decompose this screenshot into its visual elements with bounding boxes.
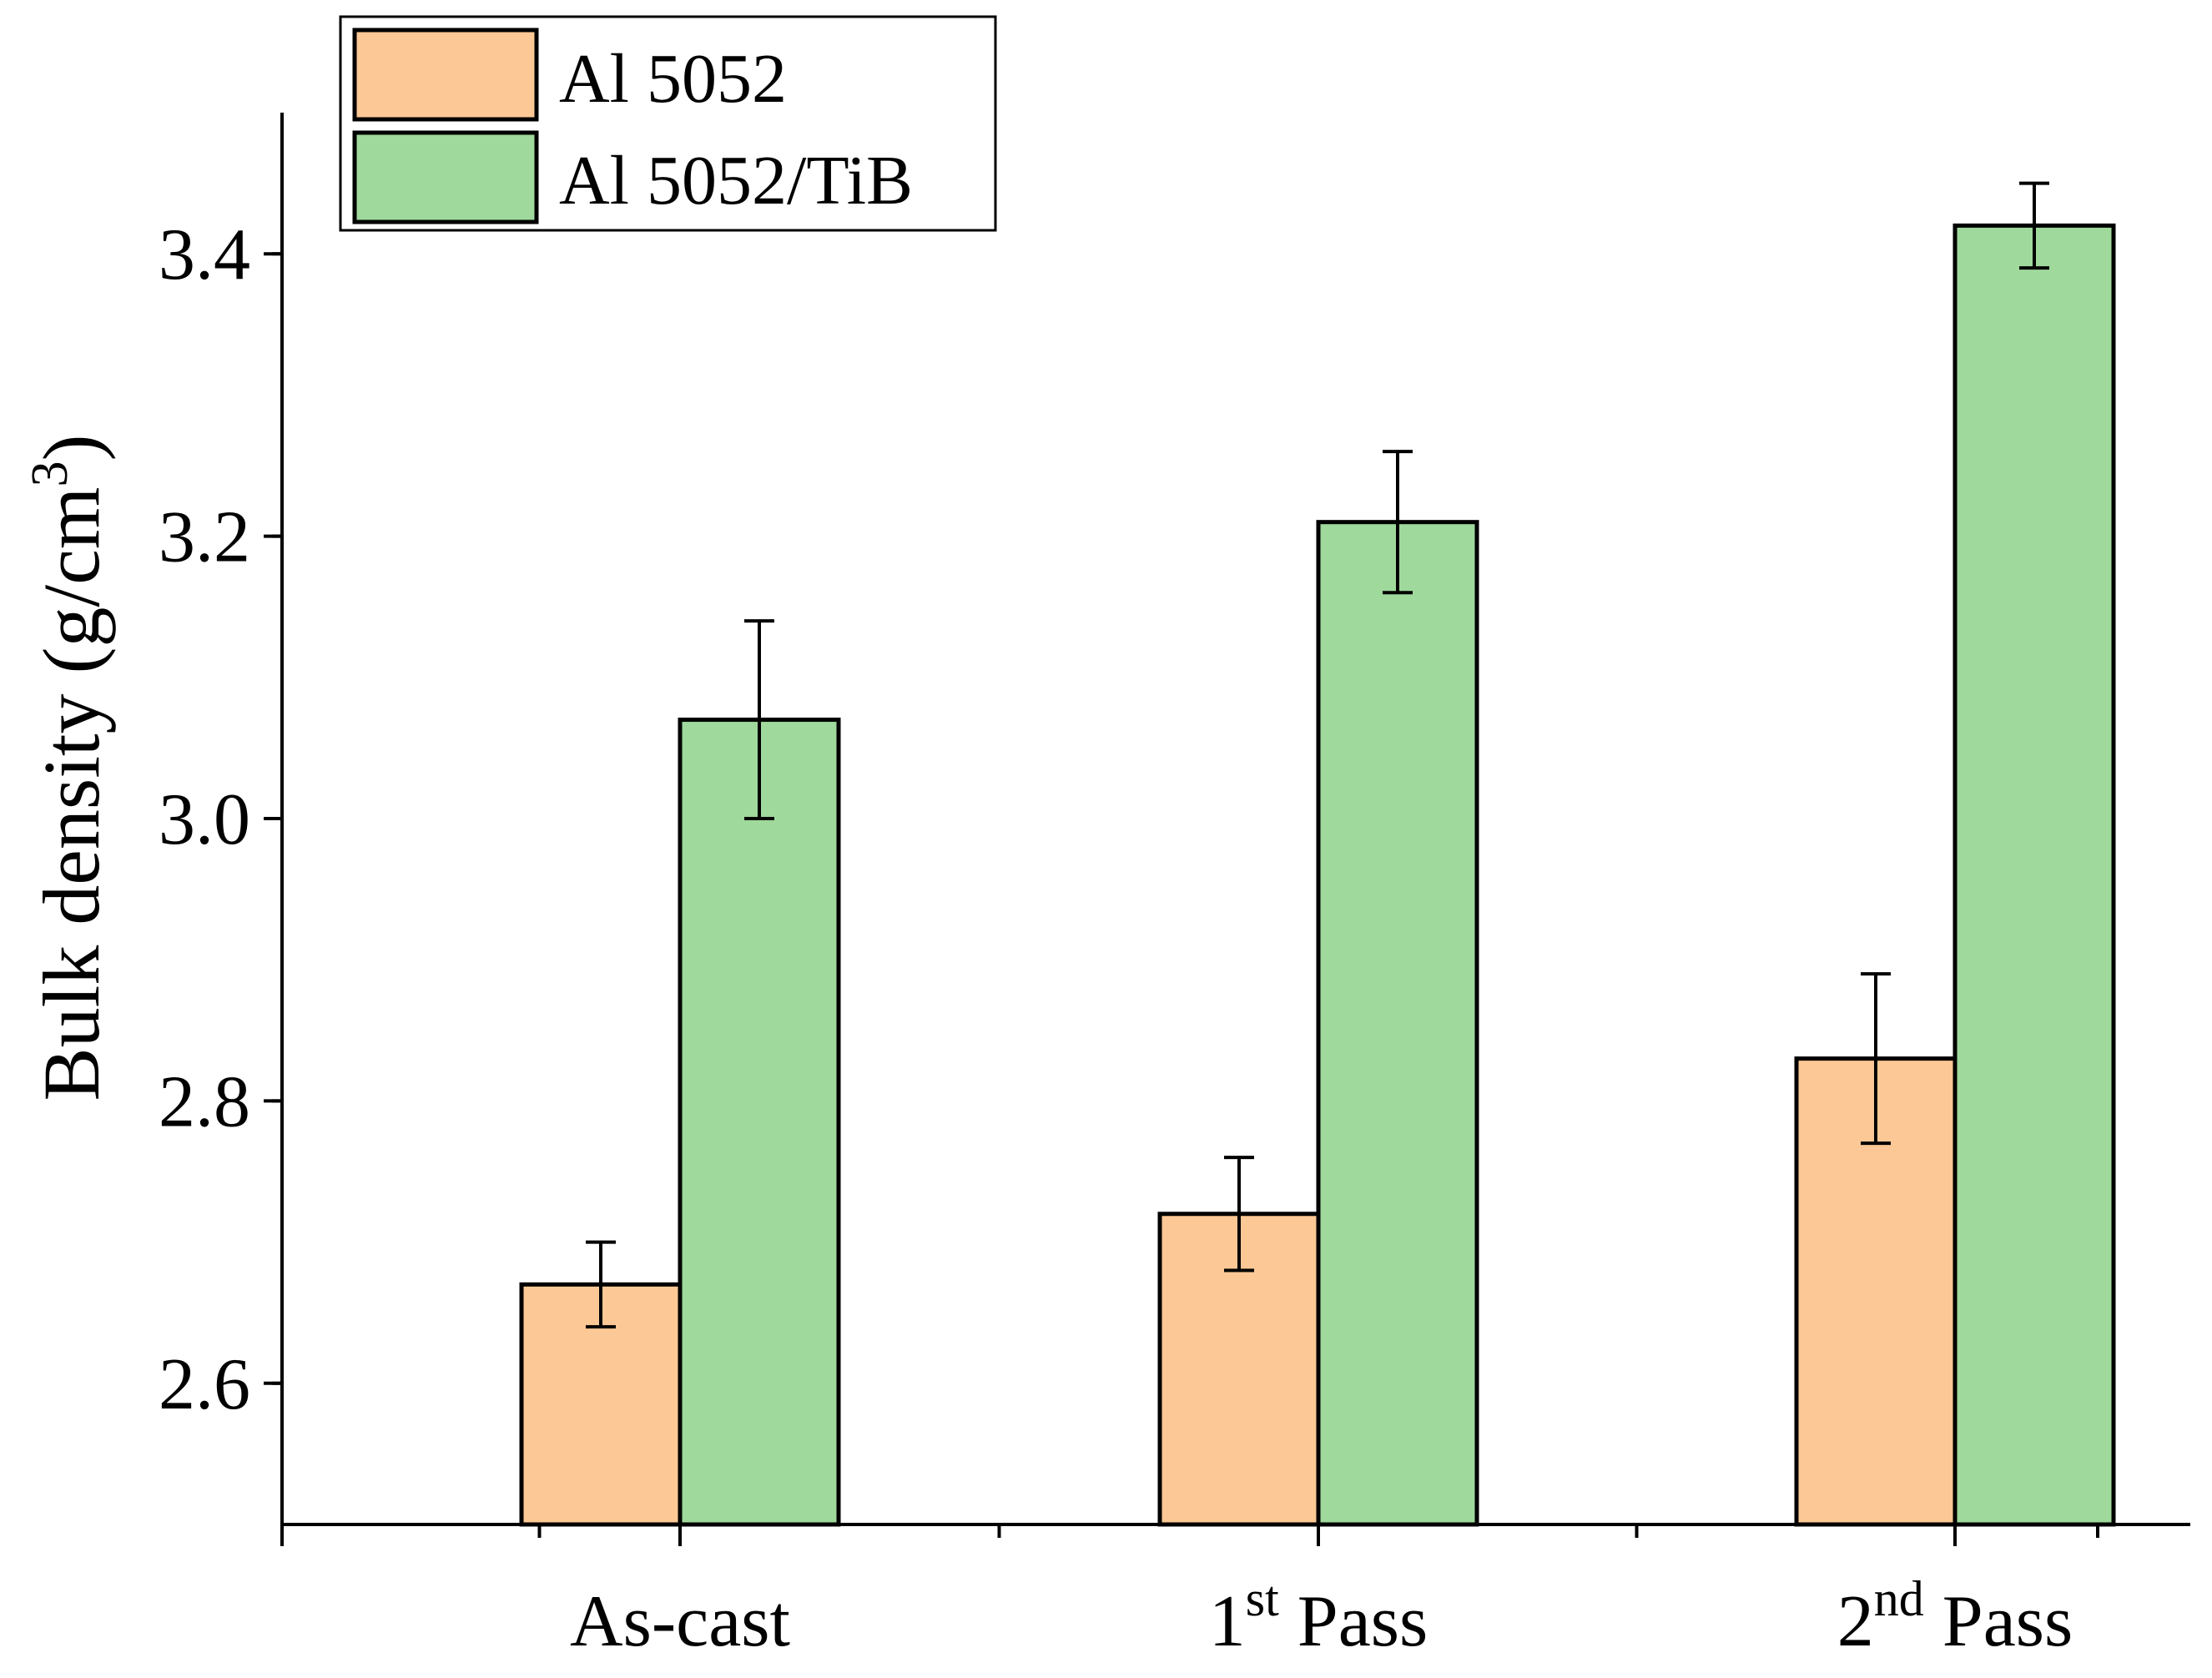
y-tick-label: 3.2 — [159, 497, 250, 578]
bar-al-5052-tib-1st-pass — [1316, 520, 1479, 1527]
x-tick-label-1st-pass: 1st Pass — [1209, 1571, 1428, 1662]
legend: Al 5052 Al 5052/TiB — [339, 15, 997, 232]
y-tick-label: 2.6 — [159, 1344, 250, 1425]
error-bar-al-5052-tib-1st-pass — [1383, 450, 1413, 595]
error-bar-al-5052-tib-2nd-pass — [2019, 181, 2049, 270]
error-bar-al-5052-as-cast — [586, 1240, 616, 1329]
error-bars-layer — [586, 181, 2049, 1329]
legend-label-al-5052: Al 5052 — [559, 40, 787, 118]
x-tick-label-2nd-pass: 2nd Pass — [1837, 1571, 2073, 1662]
error-bar-al-5052-1st-pass — [1224, 1156, 1254, 1272]
axes-layer: 2.6 2.8 3.0 3.2 3.4 As-cast 1st Pass 2nd Pass — [159, 113, 2190, 1662]
bar-al-5052-tib-2nd-pass — [1953, 223, 2116, 1527]
legend-swatch-al-5052-tib — [352, 130, 539, 224]
y-tick-label: 3.4 — [159, 214, 250, 295]
error-bar-al-5052-2nd-pass — [1861, 972, 1891, 1146]
y-axis-title: Bulk density (g/cm3) — [22, 435, 116, 1101]
y-tick-label: 3.0 — [159, 779, 250, 860]
legend-label-al-5052-tib: Al 5052/TiB — [559, 142, 913, 219]
error-bar-al-5052-tib-as-cast — [744, 619, 774, 820]
bar-al-5052-tib-as-cast — [678, 718, 841, 1527]
bars-layer — [519, 223, 2116, 1527]
x-tick-label-as-cast: As-cast — [570, 1581, 790, 1662]
y-tick-label: 2.8 — [159, 1061, 250, 1142]
legend-swatch-al-5052 — [352, 28, 539, 122]
